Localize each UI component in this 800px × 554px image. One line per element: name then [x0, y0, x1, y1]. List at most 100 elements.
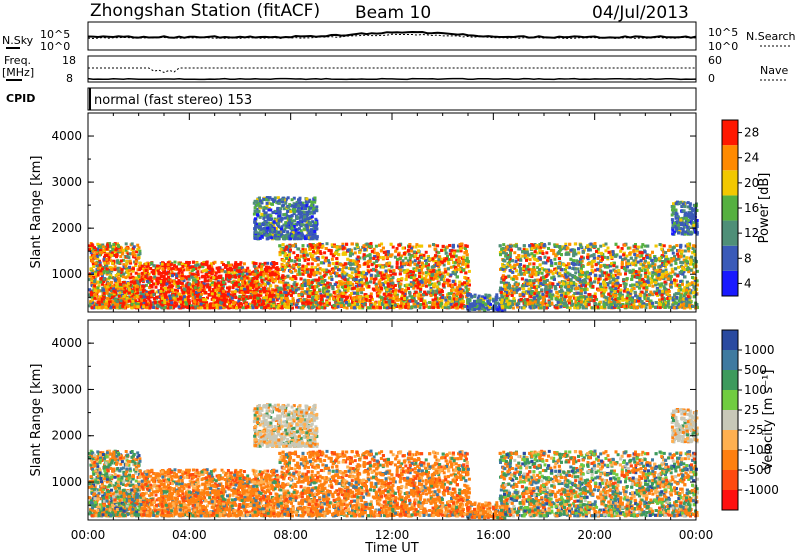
power-scatter-cell: [240, 291, 244, 295]
power-scatter-cell: [129, 293, 133, 297]
power-scatter-cell: [277, 273, 281, 277]
power-scatter-cell: [281, 274, 285, 278]
power-scatter-cell: [101, 303, 104, 307]
power-scatter-cell: [110, 280, 113, 284]
power-scatter-cell: [396, 303, 400, 306]
power-scatter-cell: [134, 264, 138, 267]
power-scatter-cell: [182, 290, 186, 294]
power-scatter-cell: [131, 269, 135, 273]
power-scatter-cell: [395, 262, 399, 266]
power-scatter-cell: [441, 277, 445, 281]
power-scatter-cell: [214, 289, 218, 292]
power-scatter-cell: [424, 250, 428, 254]
power-scatter-cell: [155, 279, 159, 283]
power-scatter-cell: [381, 256, 385, 259]
power-scatter-cell: [266, 293, 270, 297]
power-scatter-cell: [362, 270, 366, 274]
power-scatter-cell: [248, 306, 252, 309]
power-scatter-cell: [443, 248, 447, 252]
power-scatter-cell: [96, 301, 100, 305]
power-scatter-cell: [99, 305, 103, 309]
power-scatter-cell: [236, 280, 240, 284]
power-scatter-cell: [378, 255, 382, 259]
power-scatter-cell: [382, 298, 385, 302]
power-scatter-cell: [236, 273, 240, 277]
power-scatter-cell: [293, 290, 297, 294]
power-scatter-cell: [245, 288, 249, 292]
power-scatter-cell: [278, 253, 282, 257]
power-scatter-cell: [398, 272, 402, 276]
power-scatter-cell: [172, 296, 176, 300]
power-scatter-cell: [94, 274, 98, 278]
power-scatter-cell: [329, 252, 333, 256]
power-scatter-cell: [233, 265, 237, 269]
power-scatter-cell: [110, 253, 114, 257]
power-scatter-cell: [193, 292, 197, 296]
power-scatter-cell: [452, 255, 455, 259]
power-scatter-cell: [211, 283, 215, 287]
power-scatter-cell: [246, 305, 250, 308]
power-scatter-cell: [101, 248, 105, 252]
power-scatter-cell: [238, 269, 242, 273]
power-scatter-cell: [321, 300, 324, 304]
power-scatter-cell: [139, 266, 142, 270]
power-scatter-cell: [255, 272, 259, 275]
power-scatter-cell: [212, 281, 216, 285]
power-scatter-cell: [387, 264, 391, 268]
power-scatter-cell: [190, 272, 194, 276]
power-scatter-cell: [220, 283, 223, 287]
power-scatter-cell: [318, 271, 322, 275]
power-scatter-cell: [167, 306, 171, 310]
power-scatter-cell: [356, 298, 360, 302]
power-scatter-cell: [103, 261, 107, 265]
power-scatter-cell: [216, 276, 220, 280]
power-scatter-cell: [206, 283, 210, 287]
power-scatter-cell: [346, 257, 350, 261]
power-scatter-cell: [168, 281, 172, 285]
power-scatter-cell: [107, 282, 110, 286]
power-scatter-cell: [202, 281, 206, 285]
power-scatter-cell: [253, 273, 257, 277]
power-scatter-cell: [218, 286, 222, 290]
power-scatter-cell: [426, 255, 430, 258]
power-scatter-cell: [99, 289, 103, 293]
power-scatter-cell: [116, 302, 120, 306]
power-scatter-cell: [181, 277, 185, 281]
power-scatter-cell: [118, 261, 122, 265]
power-scatter-cell: [368, 294, 372, 298]
power-scatter-cell: [120, 274, 123, 278]
power-scatter-cell: [129, 261, 133, 265]
power-scatter-cell: [222, 263, 225, 266]
power-scatter-cell: [437, 268, 441, 272]
power-scatter-cell: [167, 270, 170, 274]
power-scatter-cell: [230, 268, 234, 272]
power-scatter-cell: [112, 305, 116, 309]
power-scatter-cell: [156, 269, 160, 272]
power-scatter-cell: [119, 255, 123, 258]
power-scatter-cell: [160, 271, 163, 275]
power-scatter-cell: [240, 286, 244, 290]
power-scatter-cell: [366, 254, 370, 258]
power-scatter-cell: [304, 265, 308, 268]
power-scatter-cell: [103, 245, 107, 249]
beam-label: Beam 10: [355, 3, 431, 23]
power-scatter-cell: [107, 294, 111, 298]
power-scatter-cell: [231, 294, 235, 298]
power-scatter-cell: [420, 261, 424, 265]
power-scatter-cell: [380, 296, 383, 300]
power-scatter-cell: [99, 245, 102, 249]
power-scatter-cell: [419, 286, 423, 290]
power-scatter-cell: [259, 273, 263, 276]
power-scatter-cell: [412, 297, 416, 300]
power-scatter-cell: [408, 294, 412, 298]
power-scatter-cell: [150, 293, 154, 297]
power-scatter-cell: [107, 303, 111, 307]
power-scatter-cell: [437, 281, 441, 285]
power-scatter-cell: [315, 285, 319, 289]
power-scatter-cell: [187, 282, 191, 286]
power-scatter-cell: [158, 295, 162, 299]
power-scatter-cell: [294, 256, 298, 260]
power-scatter-cell: [266, 276, 270, 280]
power-scatter-cell: [285, 262, 289, 266]
power-scatter-cell: [91, 298, 95, 302]
